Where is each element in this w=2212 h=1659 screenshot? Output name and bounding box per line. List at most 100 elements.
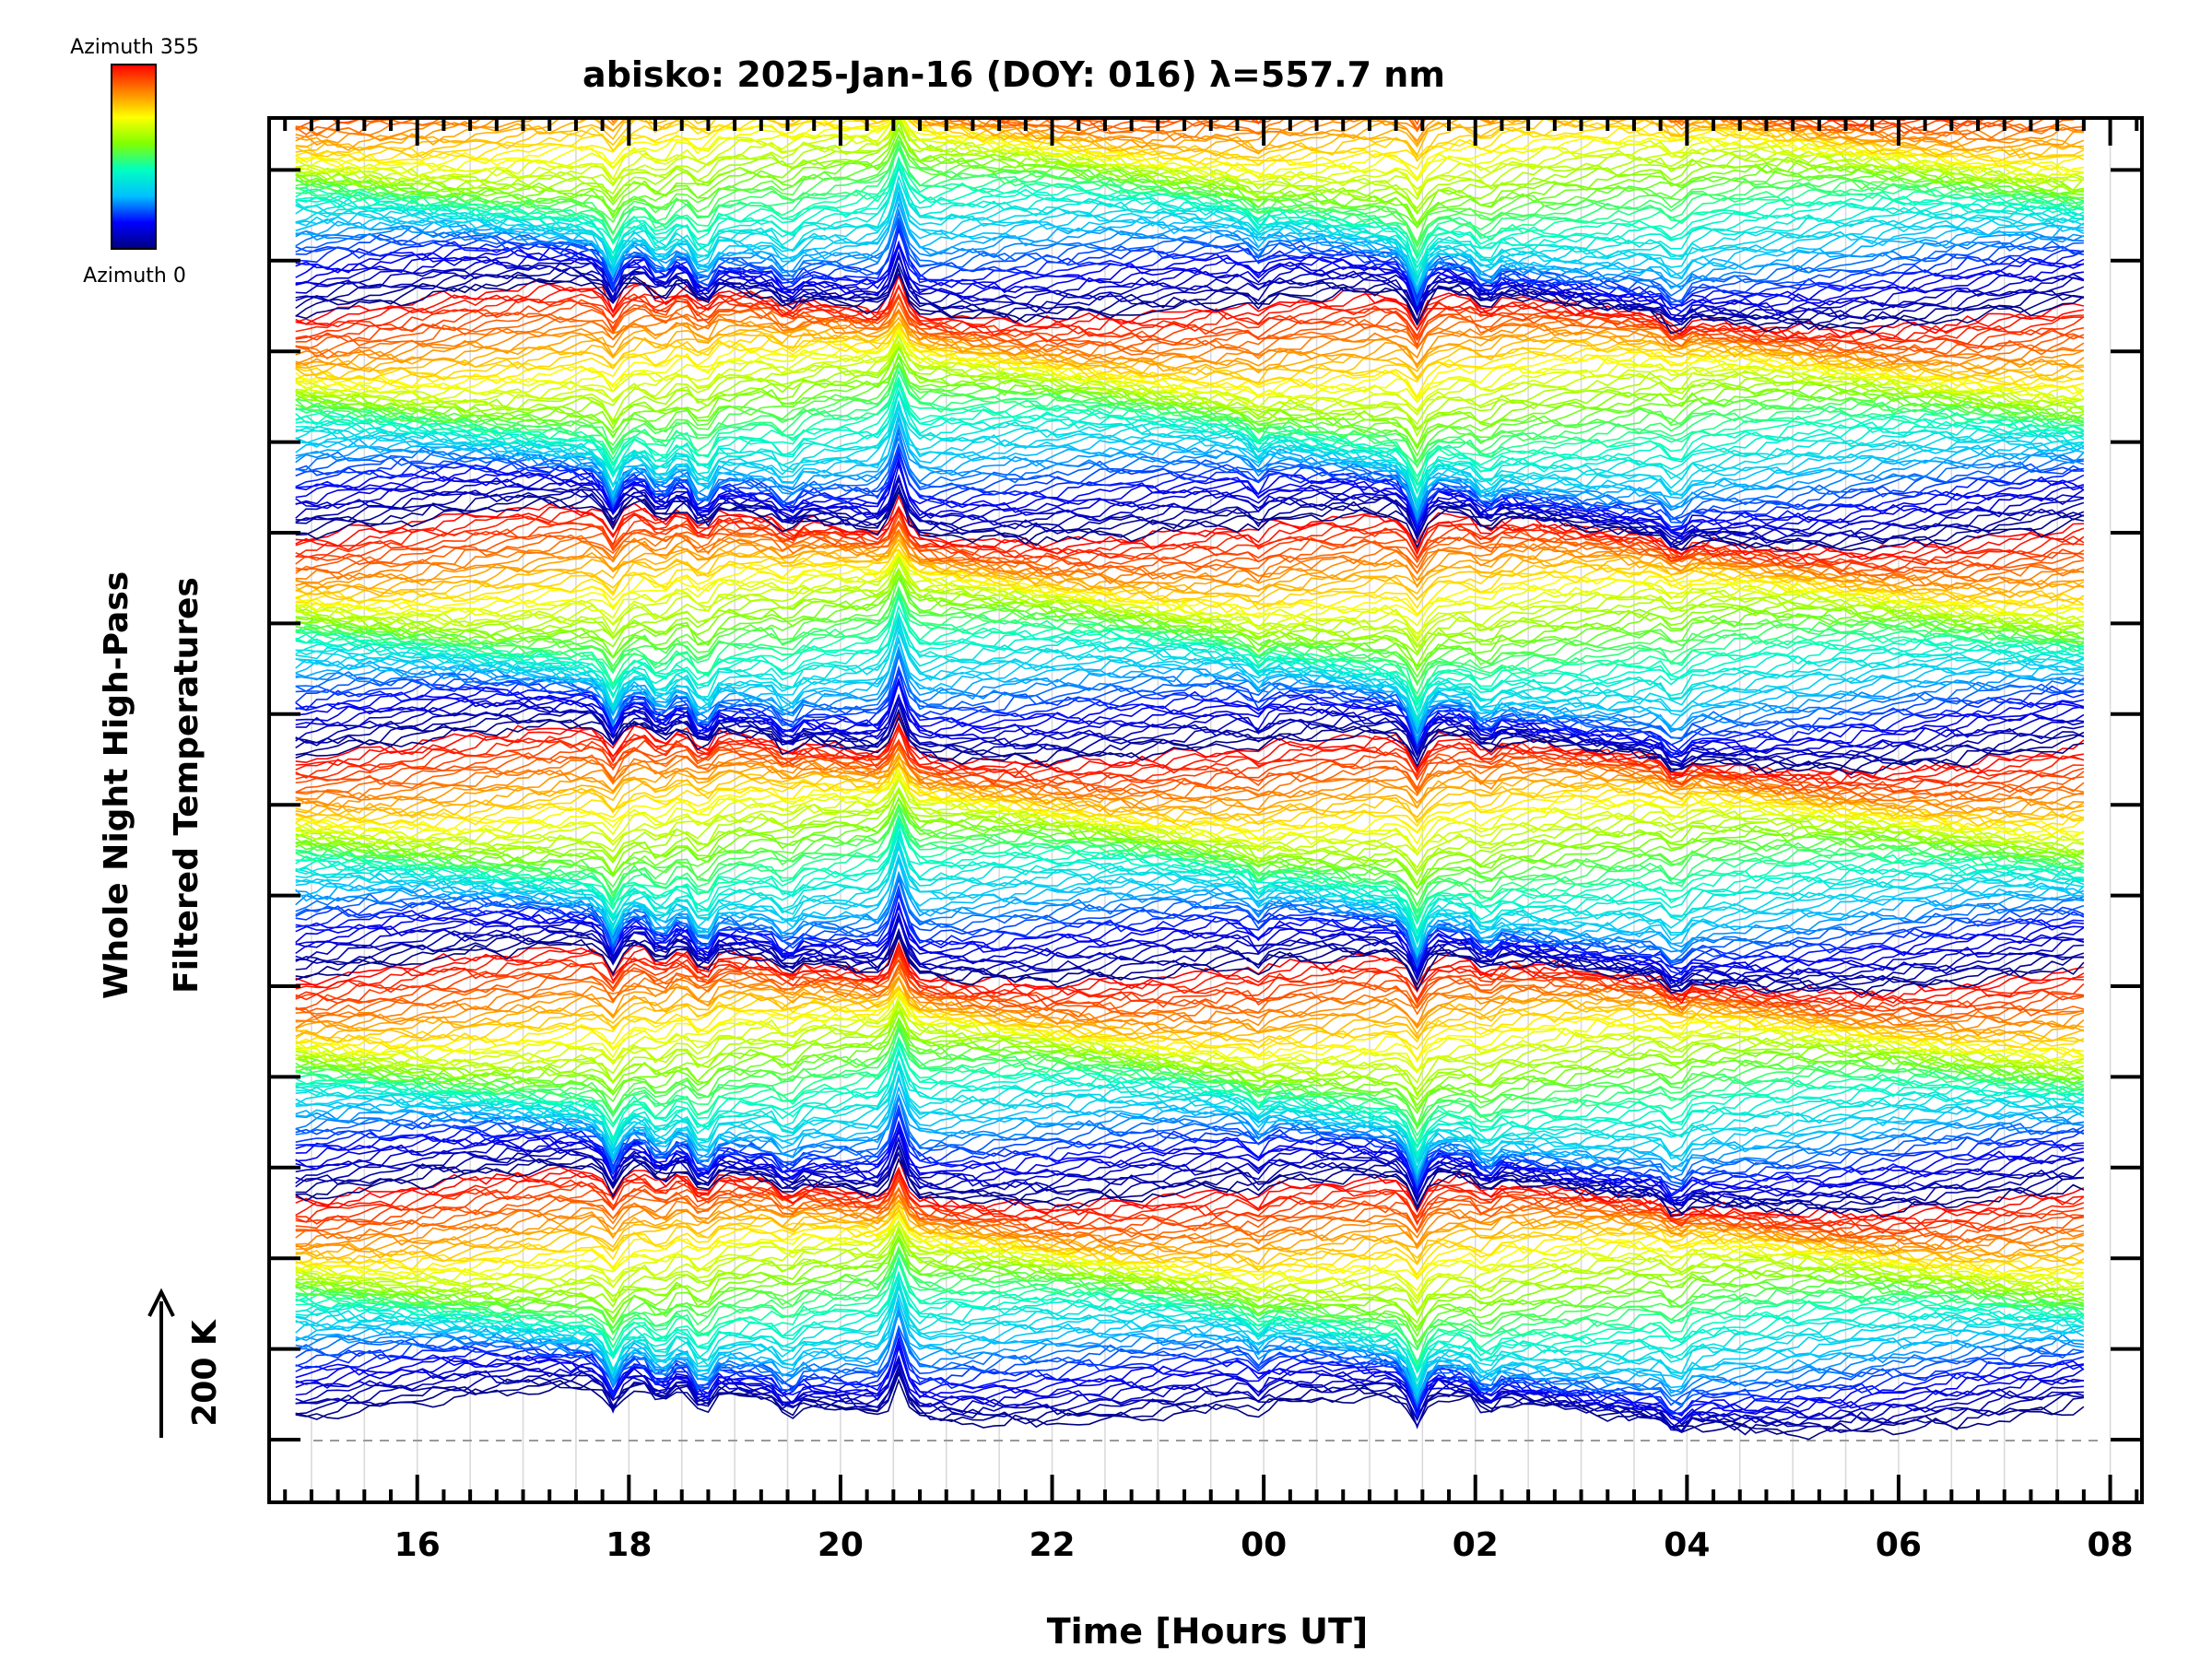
series-line (295, 759, 2084, 829)
series-line (295, 1075, 2085, 1176)
series-line (295, 118, 2084, 168)
plot-frame (267, 116, 2144, 1504)
x-tick-labels: 16 18 20 22 00 02 04 06 08 (394, 1526, 2134, 1564)
series-line (295, 119, 2085, 225)
series-line (295, 1261, 2085, 1367)
series-line (295, 1194, 2084, 1263)
series-line (295, 1219, 2084, 1301)
series-line (295, 1309, 2084, 1407)
series-line (295, 989, 2085, 1075)
series-line (295, 984, 2085, 1051)
series-line (295, 542, 2085, 604)
series-line (295, 1168, 2084, 1223)
series-line (295, 345, 2085, 431)
scale-label: 200 K (186, 1319, 224, 1427)
series-line (295, 1359, 2084, 1432)
series-line (295, 840, 2085, 943)
y-ticks (269, 168, 2142, 1441)
series-line (295, 807, 2085, 907)
series-line (295, 181, 2085, 280)
x-ticks (283, 118, 2139, 1502)
series-line (295, 963, 2085, 1023)
series-line (295, 1125, 2085, 1206)
series-line (295, 1038, 2085, 1144)
series-line (295, 768, 2085, 853)
series-line (295, 747, 2085, 807)
series-line (295, 463, 2085, 539)
series-line (295, 778, 2085, 869)
series-line (295, 904, 2084, 970)
series-line (295, 1256, 2085, 1364)
series-line (295, 604, 2085, 714)
series-line (295, 1328, 2085, 1415)
series-line (295, 429, 2084, 524)
series-line (295, 118, 2085, 162)
series-line (295, 1157, 2085, 1220)
series-line (295, 141, 2085, 249)
series-line (295, 941, 2085, 1005)
x-tick-label: 08 (2088, 1526, 2134, 1564)
series-line (295, 347, 2084, 449)
series-line (295, 950, 2085, 1012)
x-tick-label: 00 (1241, 1526, 1287, 1564)
series-line (295, 189, 2084, 294)
series-line (295, 917, 2084, 992)
series-line (295, 1076, 2085, 1171)
series-line (295, 273, 2085, 338)
series-line (295, 990, 2084, 1064)
series-line (295, 316, 2085, 375)
series-line (295, 183, 2085, 289)
series-line (295, 1212, 2085, 1292)
series-line (295, 738, 2085, 794)
series-line (295, 822, 2084, 940)
series-line (295, 977, 2085, 1037)
series-line (295, 905, 2084, 979)
series-line (295, 163, 2085, 276)
series-line (295, 1338, 2085, 1416)
series-line (295, 414, 2085, 509)
series-line (295, 274, 2085, 340)
series-line (295, 763, 2085, 836)
series-line (295, 1000, 2085, 1090)
series-line (295, 155, 2085, 265)
series-line (295, 375, 2085, 484)
series-line (295, 1221, 2085, 1298)
series-line (295, 1036, 2085, 1148)
series-line (295, 1005, 2084, 1074)
series-line (295, 819, 2085, 925)
series-line (295, 1209, 2084, 1280)
series-line (295, 858, 2084, 953)
series-line (295, 559, 2084, 649)
colorbar: Azimuth 355 Azimuth 0 (70, 36, 199, 288)
series-line (295, 266, 2085, 331)
series-line (295, 708, 2085, 776)
series-line (295, 532, 2085, 602)
series-line (295, 1281, 2085, 1383)
scale-indicator: 200 K (147, 1288, 224, 1438)
series-line (295, 559, 2085, 635)
series-line (295, 1103, 2085, 1189)
series-line (295, 163, 2085, 269)
series-line (295, 456, 2085, 532)
series-line (295, 1254, 2085, 1371)
series-line (295, 892, 2084, 974)
series-line (295, 797, 2085, 890)
series-line (295, 569, 2085, 667)
series-line (295, 166, 2085, 283)
series-line (295, 484, 2085, 549)
series-line (295, 1312, 2085, 1405)
series-line (295, 489, 2085, 552)
series-line (295, 575, 2085, 687)
series-line (295, 1178, 2085, 1236)
series-line (295, 118, 2065, 135)
series-line (295, 1041, 2085, 1159)
series-line (295, 953, 2085, 1018)
series-line (295, 591, 2085, 700)
series-line (295, 1378, 2085, 1441)
series-line (295, 679, 2085, 763)
series-line (295, 1004, 2085, 1096)
series-line (295, 696, 2085, 759)
series-line (295, 1230, 2085, 1314)
x-tick-label: 02 (1453, 1526, 1499, 1564)
